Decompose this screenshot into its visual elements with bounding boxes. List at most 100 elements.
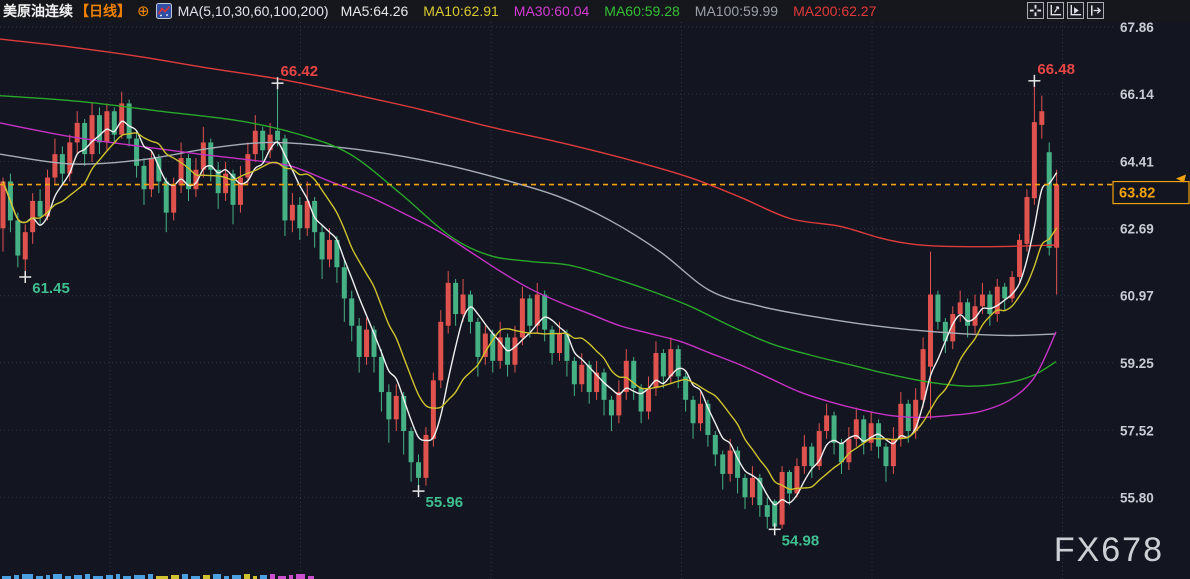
candle-body bbox=[223, 173, 229, 194]
candle bbox=[430, 372, 436, 447]
candle-body bbox=[1039, 111, 1045, 125]
candle-body bbox=[727, 450, 733, 474]
candle-body bbox=[920, 349, 926, 400]
current-price-label[interactable]: 63.82 bbox=[1112, 174, 1190, 205]
candle-body bbox=[275, 130, 281, 141]
candle-body bbox=[994, 286, 1000, 315]
clipped-text-fragment bbox=[65, 576, 71, 579]
candle bbox=[37, 189, 43, 225]
candle bbox=[1054, 169, 1060, 295]
candle-body bbox=[690, 399, 696, 424]
candle bbox=[423, 427, 429, 486]
price-flag-icon bbox=[1176, 174, 1186, 183]
candle-body bbox=[764, 505, 770, 517]
clipped-text-fragment bbox=[260, 575, 267, 579]
clipped-text-fragment bbox=[203, 575, 210, 579]
candle bbox=[59, 146, 65, 186]
candle-body bbox=[230, 173, 236, 205]
candle-body bbox=[564, 333, 570, 361]
candle bbox=[646, 376, 652, 420]
candle bbox=[853, 407, 859, 447]
candle-body bbox=[126, 103, 132, 139]
candle-body bbox=[742, 477, 748, 498]
x-axis-scale-icon[interactable] bbox=[1067, 2, 1084, 19]
candle bbox=[616, 380, 622, 424]
candle-body bbox=[89, 115, 95, 155]
candle-body bbox=[579, 364, 585, 385]
candle bbox=[890, 427, 896, 474]
clipped-text-fragment bbox=[85, 574, 90, 579]
clipped-text-fragment bbox=[270, 574, 275, 579]
candle-body bbox=[1017, 239, 1023, 277]
candle-body bbox=[1054, 184, 1060, 248]
candle-body bbox=[601, 372, 607, 400]
clipped-text-fragment bbox=[36, 576, 43, 579]
candle bbox=[252, 115, 258, 162]
candle bbox=[134, 130, 140, 178]
candle-body bbox=[519, 298, 525, 338]
candle-body bbox=[74, 122, 80, 143]
candle-body bbox=[638, 388, 644, 412]
candle-body bbox=[148, 158, 154, 190]
candle bbox=[787, 470, 793, 506]
candle bbox=[82, 119, 88, 166]
y-axis-tick-label: 66.14 bbox=[1120, 87, 1154, 102]
candle bbox=[89, 103, 95, 162]
candle-body bbox=[534, 294, 540, 326]
clipped-text-fragment bbox=[148, 574, 153, 579]
candle-body bbox=[378, 356, 384, 393]
candle bbox=[1046, 142, 1052, 256]
candle bbox=[1009, 271, 1015, 303]
clipped-text-fragment bbox=[123, 576, 131, 579]
candle-body bbox=[861, 419, 867, 443]
candle-body bbox=[438, 321, 444, 381]
clipped-text-fragment bbox=[244, 574, 250, 579]
candle-body bbox=[720, 454, 726, 474]
candle-body bbox=[512, 337, 518, 365]
go-to-latest-icon[interactable] bbox=[1087, 2, 1104, 19]
candle bbox=[15, 212, 21, 268]
candle bbox=[416, 454, 422, 492]
candle-body bbox=[119, 103, 125, 135]
candle bbox=[809, 442, 815, 478]
timeframe-label[interactable]: 【日线】 bbox=[75, 3, 131, 19]
candle bbox=[1039, 95, 1045, 139]
clipped-text-fragment bbox=[191, 576, 200, 579]
candle bbox=[749, 466, 755, 506]
price-annotation: 66.42 bbox=[281, 63, 319, 80]
y-axis-tick-label: 60.97 bbox=[1120, 289, 1154, 304]
candle bbox=[831, 411, 837, 455]
add-indicator-icon[interactable]: ⊕ bbox=[137, 2, 150, 20]
candle bbox=[690, 395, 696, 439]
clipped-text-fragment bbox=[296, 574, 305, 579]
clipped-text-fragment bbox=[213, 574, 221, 579]
candle bbox=[163, 177, 169, 233]
clipped-text-fragment bbox=[74, 575, 82, 579]
candle-body bbox=[972, 306, 978, 326]
candle bbox=[460, 278, 466, 322]
crosshair-icon[interactable] bbox=[1027, 2, 1044, 19]
candle-body bbox=[423, 434, 429, 478]
candle bbox=[549, 325, 555, 365]
candle bbox=[438, 310, 444, 389]
candle bbox=[779, 466, 785, 529]
candle bbox=[356, 317, 362, 373]
candle bbox=[467, 290, 473, 334]
candle-body bbox=[297, 204, 303, 229]
candle-body bbox=[987, 294, 993, 315]
candle bbox=[950, 306, 956, 350]
chart-toolbar: 美原油连续 【日线】 ⊕ MA(5,10,30,60,100,200) MA5:… bbox=[0, 0, 1190, 22]
candle-body bbox=[779, 471, 785, 525]
clipped-text-fragment bbox=[232, 575, 241, 579]
candle bbox=[660, 349, 666, 389]
candle bbox=[957, 290, 963, 322]
candle bbox=[401, 392, 407, 455]
candle-body bbox=[37, 200, 43, 217]
y-axis-scale-icon[interactable] bbox=[1047, 2, 1064, 19]
clipped-text-fragment bbox=[156, 576, 168, 579]
grid-layer bbox=[0, 22, 1115, 579]
clipped-text-fragment bbox=[278, 576, 286, 579]
price-annotation: 66.48 bbox=[1037, 61, 1075, 78]
